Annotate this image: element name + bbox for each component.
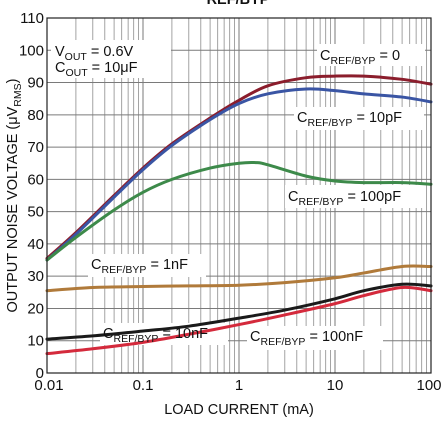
label-box-ref10pf [294,107,424,130]
y-tick-label: 30 [27,268,44,285]
series-label-ref10pf: CREF/BYP = 10pF [297,110,402,129]
y-tick-label: 20 [27,300,44,317]
series-label-ref0: CREF/BYP = 0 [320,48,400,67]
x-tick-label: 0.1 [133,377,154,394]
y-tick-label: 0 [36,365,44,382]
plot-frame [46,17,432,374]
condition-vout-subscript: OUT [65,51,88,63]
label-box-ref1nf [88,254,206,277]
series-label-ref100nf: CREF/BYP = 100nF [250,329,363,348]
series-label-ref100nf-tail: = 100nF [305,329,363,345]
series-label-ref1nf: CREF/BYP = 1nF [91,257,188,276]
series-label-ref10nf-tail: = 10nF [158,326,208,342]
y-tick-label: 80 [27,107,44,124]
series-label-ref10pf-tail: = 10pF [352,110,402,126]
label-box-ref100pf [285,185,425,208]
label-box-ref0 [317,44,425,66]
condition-vout-tail: = 0.6V [87,44,134,60]
series-label-ref100pf: CREF/BYP = 100pF [288,189,401,208]
x-tick-label: 0.01 [34,377,63,394]
x-tick-label: 10 [327,377,344,394]
conditions-box [51,40,171,78]
series-label-ref10nf: CREF/BYP = 10nF [103,326,208,345]
x-tick-label: 1 [235,377,243,394]
y-tick-label: 40 [27,236,44,253]
series-label-ref100pf-main: C [288,189,298,205]
condition-cout: COUT = 10μF [55,60,138,79]
y-axis-title: OUTPUT NOISE VOLTAGE (μVRMS) [5,79,24,313]
series-label-ref1nf-tail: = 1nF [146,257,188,273]
series-line-ref1nf [45,264,433,293]
condition-cout-main: C [55,60,65,76]
series-line-ref100pf [45,160,433,262]
condition-cout-tail: = 10μF [88,60,138,76]
x-tick-label: 100 [416,377,441,394]
condition-vout-main: V [55,44,65,60]
condition-vout: VOUT = 0.6V [55,44,134,63]
series-label-ref10pf-subscript: REF/BYP [307,117,352,129]
chart-title: REF/BYP [207,0,270,8]
label-box-ref10nf [100,323,228,345]
y-axis-title-main: OUTPUT NOISE VOLTAGE (μV [5,106,21,312]
y-tick-label: 60 [27,171,44,188]
y-tick-label: 110 [20,10,44,27]
y-axis-title-subscript: RMS [12,83,24,106]
y-tick-label: 10 [27,333,44,350]
series-label-ref10pf-main: C [297,110,307,126]
series-label-ref100pf-tail: = 100pF [343,189,401,205]
y-tick-label: 90 [27,75,44,92]
x-axis-title: LOAD CURRENT (mA) [164,402,314,418]
series-label-ref100nf-subscript: REF/BYP [260,336,305,348]
series-line-ref10pf [45,87,433,262]
label-box-ref100nf [247,326,383,350]
series-label-ref1nf-main: C [91,257,101,273]
series-label-ref10nf-subscript: REF/BYP [113,333,158,345]
y-axis-title-tail: ) [5,79,21,84]
series-label-ref1nf-subscript: REF/BYP [101,264,146,276]
series-label-ref100pf-subscript: REF/BYP [298,196,343,208]
series-label-ref10nf-main: C [103,326,113,342]
series-label-ref0-tail: = 0 [375,48,400,64]
series-label-ref100nf-main: C [250,329,260,345]
series-label-ref0-main: C [320,48,330,64]
y-tick-label: 70 [27,139,44,156]
y-tick-label: 50 [27,204,44,221]
series-label-ref0-subscript: REF/BYP [330,55,375,67]
y-tick-label: 100 [19,42,44,59]
y-axis-title-group: OUTPUT NOISE VOLTAGE (μVRMS) [5,79,24,313]
series-line-ref10nf [45,282,433,341]
series-line-ref100nf [45,285,433,356]
condition-cout-subscript: OUT [65,67,88,79]
